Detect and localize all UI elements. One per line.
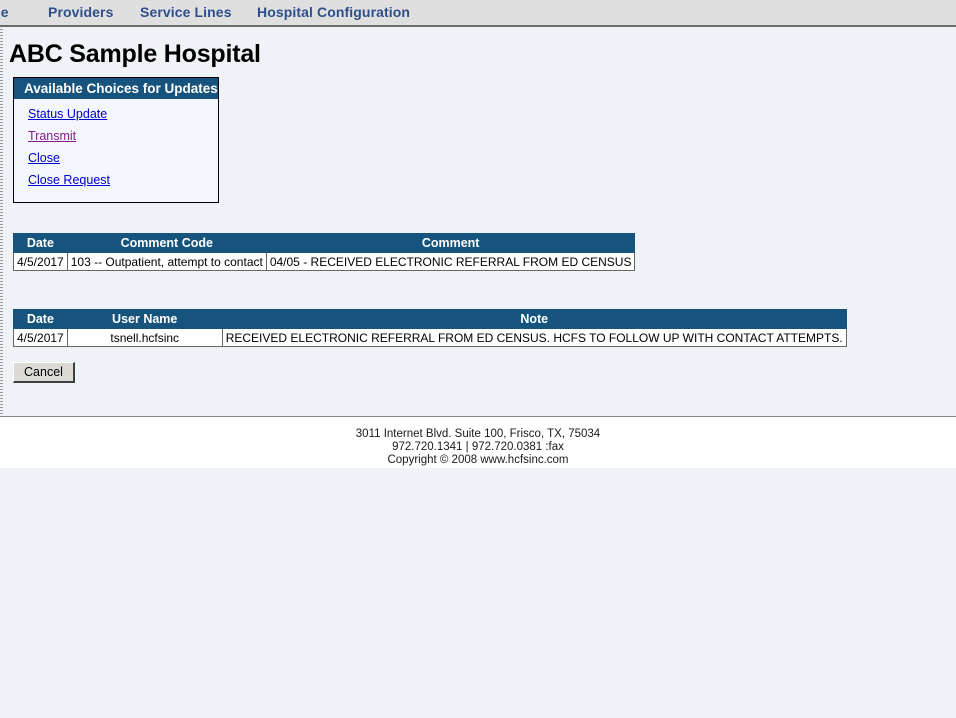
footer-copyright: Copyright © 2008 www.hcfsinc.com (387, 454, 569, 466)
page-footer: 3011 Internet Blvd. Suite 100, Frisco, T… (0, 416, 956, 468)
comments-cell-date: 4/5/2017 (13, 252, 68, 271)
choice-link-status-update[interactable]: Status Update (28, 107, 108, 121)
table-row[interactable]: 4/5/2017 tsnell.hcfsinc RECEIVED ELECTRO… (13, 328, 847, 347)
nav-item-service-lines[interactable]: Service Lines (140, 4, 232, 20)
cancel-button[interactable]: Cancel (13, 362, 75, 383)
nav-item-providers[interactable]: Providers (48, 4, 114, 20)
comments-header-comment-code: Comment Code (66, 233, 267, 253)
comments-header-comment: Comment (265, 233, 636, 253)
nav-item-profile[interactable]: file (0, 4, 9, 20)
notes-cell-date: 4/5/2017 (13, 328, 68, 347)
notes-cell-user-name: tsnell.hcfsinc (66, 328, 223, 347)
notes-header-note: Note (221, 309, 847, 329)
available-choices-list: Status Update Transmit Close Close Reque… (14, 99, 218, 187)
comments-table-header-row: Date Comment Code Comment (13, 233, 636, 253)
choice-link-transmit[interactable]: Transmit (28, 129, 77, 143)
comments-header-date: Date (13, 233, 68, 253)
choice-link-close[interactable]: Close (28, 151, 60, 165)
notes-header-user-name: User Name (66, 309, 223, 329)
table-row[interactable]: 4/5/2017 103 -- Outpatient, attempt to c… (13, 252, 636, 271)
comments-cell-comment-code: 103 -- Outpatient, attempt to contact (66, 252, 267, 271)
notes-table: Date User Name Note 4/5/2017 tsnell.hcfs… (13, 309, 847, 347)
top-navigation-bar: file Providers Service Lines Hospital Co… (0, 0, 956, 27)
notes-table-header-row: Date User Name Note (13, 309, 847, 329)
available-choices-header: Available Choices for Updates (14, 78, 218, 99)
page-title: ABC Sample Hospital (9, 40, 261, 68)
nav-item-hospital-configuration[interactable]: Hospital Configuration (257, 4, 411, 20)
notes-header-date: Date (13, 309, 68, 329)
page-left-edge-divider (0, 29, 3, 419)
notes-cell-note: RECEIVED ELECTRONIC REFERRAL FROM ED CEN… (221, 328, 847, 347)
comments-cell-comment: 04/05 - RECEIVED ELECTRONIC REFERRAL FRO… (265, 252, 636, 271)
available-choices-panel: Available Choices for Updates Status Upd… (13, 77, 219, 203)
footer-phone: 972.720.1341 | 972.720.0381 :fax (392, 441, 564, 453)
choice-link-close-request[interactable]: Close Request (28, 173, 110, 187)
comments-table: Date Comment Code Comment 4/5/2017 103 -… (13, 233, 636, 271)
footer-address: 3011 Internet Blvd. Suite 100, Frisco, T… (355, 428, 601, 440)
